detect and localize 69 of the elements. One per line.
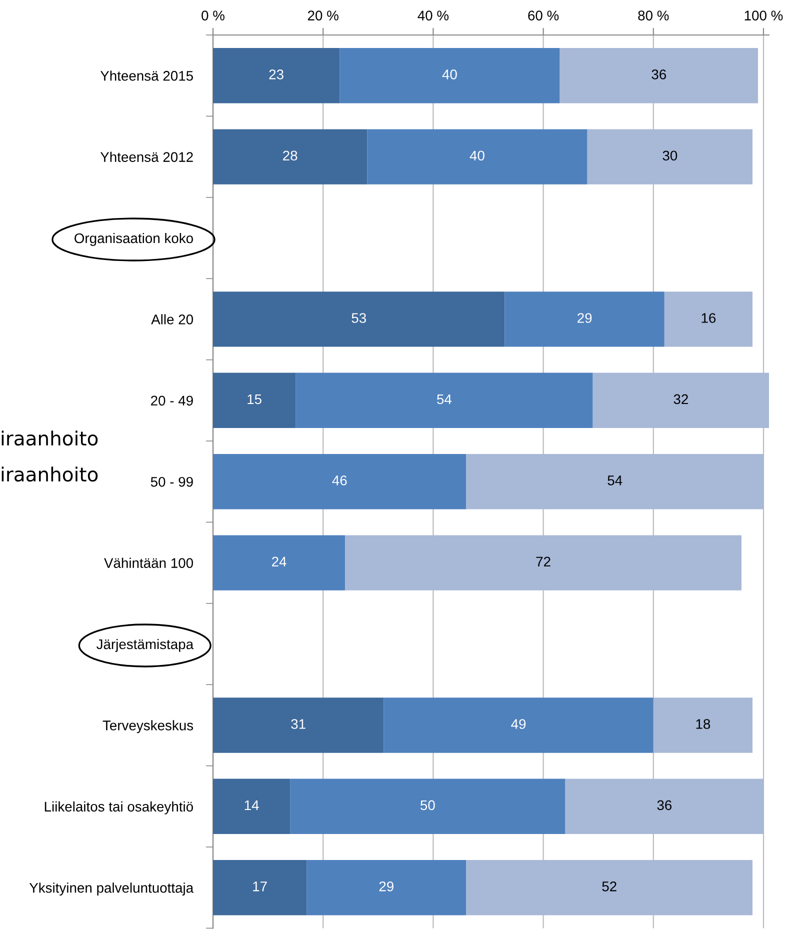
y-tick-label: Liikelaitos tai osakeyhtiö — [44, 801, 193, 814]
text: iraanhoito — [2, 430, 98, 446]
x-tick-label: 80 % — [638, 10, 669, 20]
x-tick-label: 20 % — [308, 10, 338, 20]
y-tick-label: Järjestämistapa — [96, 638, 194, 652]
data-label: 49 — [511, 719, 526, 729]
bar — [560, 48, 758, 104]
data-label: 53 — [352, 313, 366, 323]
x-tick-label: 40 % — [418, 10, 449, 20]
data-label: 72 — [536, 556, 550, 566]
y-tick-label: 50 - 99 — [150, 476, 193, 487]
bar — [213, 454, 466, 510]
y-tick-label: Yksityinen palveluntuottaja — [29, 882, 194, 896]
bar — [504, 292, 664, 347]
data-label: 18 — [696, 719, 710, 729]
bar — [213, 129, 368, 184]
bar — [664, 292, 752, 347]
data-label: 30 — [662, 150, 678, 161]
bar — [345, 535, 742, 590]
data-label: 36 — [652, 69, 666, 80]
bar — [367, 129, 588, 184]
data-label: 50 — [420, 800, 435, 810]
bar — [296, 372, 593, 428]
bar — [213, 292, 505, 347]
text: iraanhoito — [2, 466, 98, 482]
bar — [592, 372, 769, 428]
y-tick-label: Yhteensä 2015 — [100, 70, 193, 81]
data-label: 24 — [272, 556, 286, 566]
y-tick-label: Organisaation koko — [74, 232, 193, 246]
data-label: 29 — [578, 313, 592, 323]
data-label: 46 — [332, 475, 347, 486]
data-label: 16 — [702, 313, 716, 323]
data-label: 40 — [470, 150, 484, 161]
data-label: 17 — [253, 882, 267, 892]
y-tick-label: Vähintään 100 — [104, 558, 194, 568]
x-tick-label: 100 % — [744, 10, 783, 20]
bar — [466, 860, 752, 916]
data-label: 52 — [602, 882, 616, 892]
bar — [565, 778, 764, 834]
bar — [384, 698, 654, 753]
bar — [213, 372, 296, 428]
bar — [213, 48, 340, 104]
x-tick-label: 0 % — [202, 10, 224, 20]
data-label: 23 — [269, 69, 284, 80]
data-label: 36 — [657, 800, 672, 810]
bar — [306, 860, 466, 916]
bar — [213, 535, 346, 590]
data-label: 15 — [248, 394, 262, 404]
bar — [213, 698, 384, 753]
bar — [340, 48, 560, 104]
data-label: 14 — [244, 800, 259, 810]
y-tick-label: 20 - 49 — [151, 396, 193, 406]
y-tick-label: Yhteensä 2012 — [100, 152, 193, 162]
y-tick-label: Alle 20 — [151, 314, 194, 324]
bar — [466, 454, 764, 510]
bar — [290, 778, 566, 834]
bar — [653, 698, 752, 753]
bar — [213, 860, 307, 916]
data-label: 29 — [379, 882, 394, 892]
data-label: 32 — [674, 394, 688, 404]
y-tick-label: Terveyskeskus — [102, 720, 194, 734]
data-label: 54 — [608, 476, 622, 486]
x-tick-label: 60 % — [528, 10, 559, 20]
data-label: 28 — [283, 150, 298, 161]
data-label: 40 — [442, 69, 457, 80]
bar — [213, 778, 290, 834]
data-label: 31 — [291, 719, 306, 729]
bar — [587, 129, 752, 184]
data-label: 54 — [437, 394, 452, 404]
